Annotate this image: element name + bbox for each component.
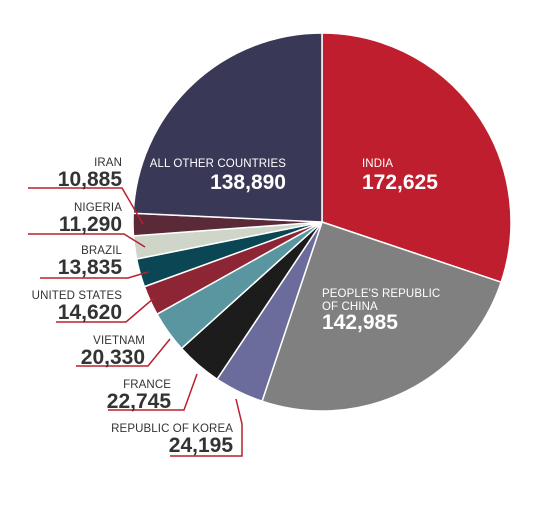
category-label-people-s-republic-of-china: OF CHINA [322, 301, 378, 313]
value-label-iran: 10,885 [58, 168, 123, 191]
leader-line-brazil [40, 271, 149, 279]
pie-slice-people-s-republic-of-china [261, 221, 503, 412]
slices-layer [132, 32, 512, 412]
category-label-all-other-countries: ALL OTHER COUNTRIES [150, 158, 287, 170]
value-label-france: 22,745 [107, 390, 172, 413]
pie-slice-all-other-countries [132, 32, 323, 223]
category-label-india: INDIA [362, 158, 393, 170]
leader-line-united-states [56, 297, 155, 323]
pie-slice-india [321, 32, 512, 284]
category-label-iran: IRAN [94, 157, 122, 169]
category-label-brazil: BRAZIL [81, 245, 122, 257]
value-label-nigeria: 11,290 [59, 213, 122, 236]
value-label-brazil: 13,835 [58, 256, 123, 279]
leader-lines-layer [28, 187, 243, 457]
category-label-nigeria: NIGERIA [74, 202, 122, 214]
category-label-republic-of-korea: REPUBLIC OF KOREA [111, 423, 233, 435]
value-label-people-s-republic-of-china: 142,985 [322, 311, 398, 334]
leader-line-vietnam [76, 338, 171, 367]
category-label-united-states: UNITED STATES [32, 290, 123, 302]
value-label-republic-of-korea: 24,195 [169, 434, 234, 457]
value-label-united-states: 14,620 [58, 301, 122, 324]
value-label-vietnam: 20,330 [81, 346, 145, 369]
value-label-india: 172,625 [362, 171, 438, 194]
category-label-vietnam: VIETNAM [93, 335, 145, 347]
leader-line-republic-of-korea [170, 398, 243, 457]
leader-line-france [108, 373, 198, 411]
category-label-france: FRANCE [123, 379, 171, 391]
leader-line-iran [28, 187, 144, 225]
leader-line-nigeria [28, 233, 146, 248]
category-label-people-s-republic-of-china: PEOPLE'S REPUBLIC [322, 288, 440, 300]
value-label-all-other-countries: 138,890 [210, 171, 286, 194]
